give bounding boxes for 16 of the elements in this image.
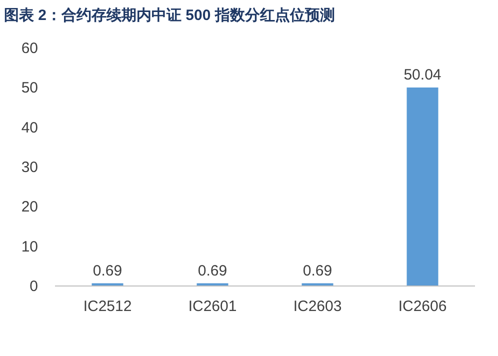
x-tick-label: IC2512	[83, 298, 132, 315]
x-tick-label: IC2606	[398, 298, 447, 315]
y-tick-label: 50	[21, 80, 38, 97]
chart-title: 图表 2：合约存续期内中证 500 指数分红点位预测	[4, 7, 335, 24]
x-tick-label: IC2601	[188, 298, 237, 315]
data-label: 50.04	[404, 66, 442, 84]
data-label: 0.69	[198, 262, 228, 280]
y-tick-label: 30	[21, 159, 38, 176]
data-label: 0.69	[92, 262, 122, 280]
y-tick-label: 10	[21, 238, 38, 256]
x-tick-label: IC2603	[293, 298, 342, 315]
y-tick-label: 20	[21, 198, 38, 216]
y-tick-label: 0	[30, 278, 38, 295]
y-tick-label: 60	[21, 40, 38, 57]
y-tick-label: 40	[21, 119, 38, 136]
data-label: 0.69	[302, 262, 332, 280]
